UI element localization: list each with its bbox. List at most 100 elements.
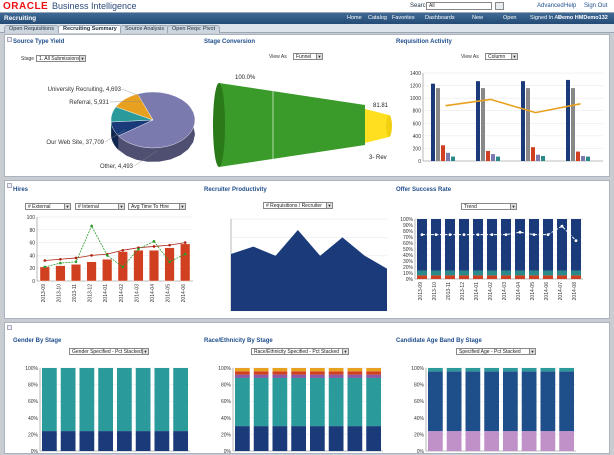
bar [70, 264, 81, 282]
section-collapse-icon[interactable] [7, 325, 12, 330]
gender-specified-select[interactable]: Gender Specified - Pct Stacked ▼ [69, 348, 149, 355]
oracle-logo: ORACLE [3, 1, 49, 12]
stacked-bar-segment [253, 377, 269, 427]
section-collapse-icon[interactable] [7, 183, 12, 188]
bar [451, 156, 455, 161]
stacked-bar-segment [366, 377, 381, 427]
y-tick-label: 60% [403, 241, 414, 247]
x-tick-label: 2014-03 [134, 284, 140, 303]
sign-out-link[interactable]: Sign Out [584, 3, 608, 9]
chevron-down-icon: ▼ [79, 56, 85, 61]
trend-select[interactable]: Trend ▼ [461, 203, 517, 210]
x-tick-label: 2014-01 [103, 284, 109, 303]
section-collapse-icon[interactable] [7, 37, 12, 42]
search-go-button[interactable] [495, 2, 504, 10]
nav-catalog[interactable]: Catalog [368, 15, 387, 21]
nav-dashboards[interactable]: Dashboards [425, 15, 455, 21]
page-tabs: Open Requisitions Recruiting Summary Sou… [0, 24, 614, 33]
stacked-bar-segment [272, 426, 288, 451]
stacked-bar-segment [135, 431, 151, 451]
tab-open-requisitions[interactable]: Open Requisitions [4, 25, 59, 33]
trend-point [518, 230, 522, 234]
funnel-stage [365, 109, 389, 143]
time-to-hire-point [121, 265, 125, 269]
bar [436, 88, 440, 161]
stage-select[interactable]: 1. All Submissions ▼ [36, 55, 86, 62]
recruiter-productivity-chart [230, 218, 387, 312]
internal-select[interactable]: # Internal ▼ [75, 203, 125, 210]
bar [566, 79, 570, 161]
avg-point [43, 259, 47, 262]
stacked-bar-segment [117, 431, 132, 451]
race-ethnicity-select[interactable]: Race/Ethnicity Specified - Pct Stacked ▼ [251, 348, 349, 355]
requisitions-per-recruiter-select[interactable]: # Requisitions / Recruiter ▼ [263, 202, 333, 209]
view-as-select[interactable]: Column ▼ [485, 53, 518, 60]
y-tick-label: 50% [403, 247, 414, 253]
chevron-down-icon: ▼ [342, 349, 348, 354]
avg-point [168, 243, 171, 247]
time-to-hire-point [90, 224, 93, 228]
funnel-value-label: 81.81 [373, 103, 389, 109]
y-tick-label: 40 [29, 253, 35, 259]
bar [496, 156, 500, 161]
stacked-bar-segment [529, 270, 539, 276]
avg-point [90, 254, 93, 257]
advanced-link[interactable]: Advanced [537, 3, 564, 9]
nav-favorites[interactable]: Favorites [392, 15, 415, 21]
y-tick-label: 800 [413, 109, 422, 115]
user-menu[interactable]: Demo HMDemo132 [558, 15, 608, 21]
y-tick-label: 1400 [410, 71, 421, 77]
tab-source-analysis[interactable]: Source Analysis [120, 25, 170, 33]
bar [541, 155, 545, 161]
stacked-bar-segment [310, 374, 325, 378]
recruiter-productivity-title: Recruiter Productivity [204, 187, 267, 193]
stacked-bar-segment [487, 275, 497, 279]
help-menu[interactable]: Help [564, 3, 577, 9]
time-to-hire-line [44, 225, 186, 268]
tab-open-reqs-pivot[interactable]: Open Reqs: Pivot [167, 25, 221, 33]
pie-slice-label: University Recruiting, 4,693 [48, 87, 122, 93]
search-scope-select[interactable]: All [426, 2, 492, 10]
time-to-hire-point [152, 240, 156, 243]
y-tick-label: 20 [29, 266, 35, 272]
pie-slice-label: Other, 4,493 [100, 164, 134, 170]
stacked-bar-segment [117, 368, 132, 432]
bar [571, 88, 575, 161]
stacked-bar-segment [459, 270, 469, 276]
stacked-bar-segment [253, 426, 269, 451]
x-tick-label: 2013-11 [446, 282, 452, 300]
funnel-stage [219, 83, 365, 167]
view-as-select[interactable]: Funnel ▼ [293, 53, 323, 60]
offer-success-rate-chart: 0%10%20%30%40%50%60%70%80%90%100% 2013-09… [400, 217, 583, 301]
x-tick-label: 2014-01 [474, 282, 480, 301]
specified-age-select[interactable]: Specified Age - Pct Stacked ▼ [456, 348, 536, 355]
nav-home[interactable]: Home [347, 15, 362, 21]
stacked-bar-segment [543, 219, 553, 271]
stacked-bar-segment [272, 377, 288, 427]
tab-recruiting-summary[interactable]: Recruiting Summary [58, 25, 122, 33]
avg-time-to-hire-select[interactable]: Avg Time To Hire ▼ [128, 203, 186, 210]
avg-line [44, 242, 186, 261]
hires-title: Hires [13, 187, 29, 193]
stacked-bar-segment [347, 377, 363, 427]
stacked-bar-segment [173, 431, 188, 451]
stacked-bar-segment [503, 371, 518, 432]
stacked-bar-segment [328, 368, 344, 372]
nav-open[interactable]: Open [503, 15, 517, 21]
stacked-bar-segment [417, 275, 427, 279]
chevron-down-icon: ▼ [511, 54, 517, 59]
bar [55, 265, 66, 282]
pie-slice-label: Referral, 5,931 [69, 100, 109, 106]
stacked-bar-segment [291, 426, 306, 451]
stacked-bar-segment [235, 371, 250, 375]
nav-new[interactable]: New [472, 15, 484, 21]
stacked-bar-segment [98, 368, 113, 432]
stacked-bar-segment [235, 426, 250, 451]
y-tick-label: 0 [418, 159, 421, 165]
y-tick-label: 100% [218, 366, 231, 372]
y-tick-label: 90% [403, 223, 414, 229]
stacked-bar-segment [543, 275, 553, 279]
external-select[interactable]: # External ▼ [25, 203, 71, 210]
y-tick-label: 40% [28, 416, 39, 422]
bar [521, 81, 525, 161]
